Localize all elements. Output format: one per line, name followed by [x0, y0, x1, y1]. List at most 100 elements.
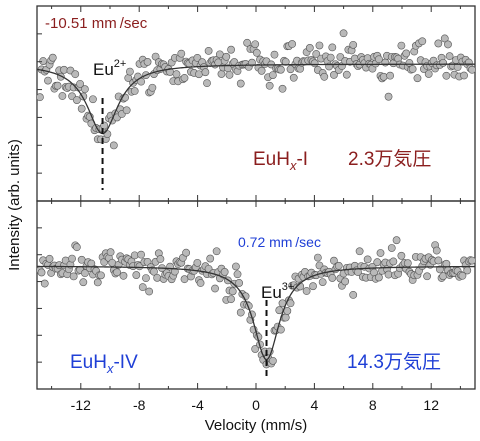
- data-point: [148, 83, 157, 92]
- data-point: [342, 70, 351, 79]
- data-point: [143, 58, 152, 66]
- bottom-pressure-label: 14.3万気圧: [347, 351, 441, 373]
- data-point: [387, 244, 396, 252]
- data-point: [453, 63, 462, 72]
- bottom-fit-curve: [37, 265, 476, 361]
- data-point: [434, 256, 443, 265]
- data-point: [408, 65, 417, 73]
- data-point: [397, 41, 406, 50]
- data-point: [212, 247, 221, 256]
- data-point: [203, 79, 211, 88]
- data-point: [137, 250, 146, 259]
- data-point: [77, 255, 86, 264]
- data-point: [36, 93, 44, 102]
- data-point: [58, 92, 67, 100]
- data-point: [44, 76, 52, 85]
- data-point: [439, 58, 448, 67]
- data-point: [384, 92, 393, 101]
- data-point: [373, 258, 382, 267]
- x-tick-label: 8: [369, 397, 377, 413]
- data-point: [349, 290, 358, 299]
- data-point: [334, 261, 343, 270]
- data-point: [220, 268, 229, 276]
- data-point: [204, 46, 213, 55]
- data-point: [180, 74, 189, 82]
- data-point: [268, 356, 277, 365]
- data-point: [439, 272, 448, 281]
- top-pressure-label: 2.3万気圧: [348, 148, 431, 170]
- bottom-site-label: Eu3+: [261, 281, 294, 302]
- x-tick-label: -8: [133, 397, 146, 413]
- data-point: [228, 287, 237, 296]
- bottom-panel: 0.72 mm /sec Eu3+ EuHx-IV 14.3万気圧: [36, 200, 476, 390]
- y-axis-label: Intensity (arb. units): [6, 139, 23, 271]
- top-data-points: [36, 29, 476, 150]
- x-tick-label: 4: [311, 397, 319, 413]
- data-point: [289, 73, 298, 82]
- data-point: [276, 65, 285, 74]
- data-point: [227, 295, 235, 304]
- data-point: [436, 265, 444, 274]
- data-point: [389, 257, 398, 266]
- data-point: [460, 71, 468, 80]
- top-velocity-label: -10.51 mm /sec: [45, 15, 148, 32]
- data-point: [125, 67, 134, 76]
- data-point: [71, 70, 80, 79]
- data-point: [138, 283, 147, 292]
- bottom-data-points: [36, 236, 476, 369]
- data-point: [217, 70, 226, 78]
- data-point: [376, 249, 385, 257]
- data-point: [132, 271, 141, 279]
- data-point: [206, 254, 215, 263]
- data-point: [440, 34, 449, 43]
- bottom-velocity-label: 0.72 mm /sec: [238, 234, 321, 250]
- data-point: [270, 50, 279, 59]
- data-point: [108, 258, 117, 267]
- data-point: [463, 266, 472, 275]
- data-point: [235, 279, 244, 287]
- top-site-label: Eu2+: [93, 58, 126, 79]
- data-point: [193, 258, 202, 267]
- data-point: [48, 53, 57, 62]
- data-point: [76, 79, 84, 88]
- data-point: [72, 243, 81, 252]
- data-point: [227, 45, 235, 54]
- data-point: [315, 41, 324, 50]
- bottom-sample-label: EuHx-IV: [70, 352, 138, 376]
- data-point: [458, 271, 467, 280]
- data-point: [305, 44, 314, 52]
- data-point: [432, 246, 441, 255]
- data-point: [424, 70, 433, 78]
- data-point: [418, 37, 427, 46]
- data-point: [403, 259, 412, 268]
- x-tick-label: 12: [423, 397, 439, 413]
- data-point: [119, 271, 128, 280]
- data-point: [72, 96, 81, 104]
- data-point: [288, 40, 297, 48]
- data-point: [93, 278, 102, 287]
- data-point: [326, 53, 335, 62]
- data-point: [142, 274, 150, 283]
- data-point: [286, 65, 295, 74]
- data-point: [265, 81, 274, 90]
- x-tick-label: -4: [191, 397, 204, 413]
- data-point: [109, 141, 118, 150]
- data-point: [374, 273, 383, 282]
- x-tick-label: -12: [71, 397, 91, 413]
- data-point: [201, 68, 210, 77]
- data-point: [130, 87, 139, 95]
- data-point: [442, 71, 451, 80]
- data-point: [195, 70, 203, 79]
- data-point: [252, 48, 261, 57]
- data-point: [310, 59, 319, 68]
- data-point: [445, 52, 454, 61]
- top-x-ticks: [51, 6, 461, 201]
- data-point: [251, 345, 260, 353]
- data-point: [232, 262, 240, 271]
- data-point: [233, 270, 242, 279]
- data-point: [341, 277, 350, 286]
- top-y-ticks: [37, 33, 42, 174]
- data-point: [423, 272, 431, 281]
- data-point: [318, 278, 327, 286]
